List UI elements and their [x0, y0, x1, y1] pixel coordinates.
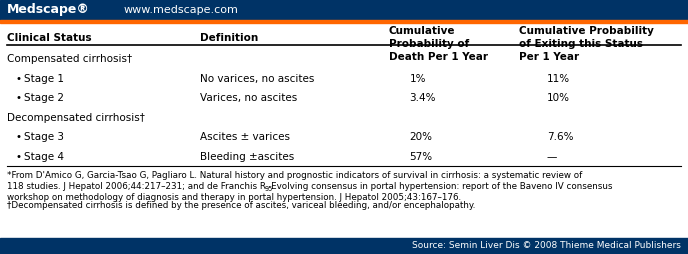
Text: Varices, no ascites: Varices, no ascites: [200, 93, 297, 103]
Text: †Decompensated cirrhosis is defined by the presence of ascites, variceal bleedin: †Decompensated cirrhosis is defined by t…: [7, 201, 475, 210]
Text: 1%: 1%: [409, 74, 426, 84]
Text: Definition: Definition: [200, 33, 258, 43]
Bar: [0, 20, 688, 23]
Text: 3.4%: 3.4%: [409, 93, 436, 103]
Text: 57%: 57%: [409, 152, 433, 162]
Text: Stage 4: Stage 4: [24, 152, 64, 162]
Text: —: —: [547, 152, 557, 162]
Text: •: •: [15, 74, 21, 84]
Text: Medscape®: Medscape®: [7, 4, 89, 17]
Text: Stage 2: Stage 2: [24, 93, 64, 103]
Bar: [0, 0, 688, 20]
Text: No varices, no ascites: No varices, no ascites: [200, 74, 314, 84]
Text: •: •: [15, 132, 21, 142]
Bar: [0, 238, 688, 254]
Text: www.medscape.com: www.medscape.com: [124, 5, 239, 15]
Text: Stage 3: Stage 3: [24, 132, 64, 142]
Text: *From D'Amico G, Garcia-Tsao G, Pagliaro L. Natural history and prognostic indic: *From D'Amico G, Garcia-Tsao G, Pagliaro…: [7, 171, 612, 202]
Text: Cumulative
Probability of
Death Per 1 Year: Cumulative Probability of Death Per 1 Ye…: [389, 26, 488, 62]
Text: Compensated cirrhosis†: Compensated cirrhosis†: [7, 54, 132, 64]
Text: Clinical Status: Clinical Status: [7, 33, 92, 43]
Text: 10%: 10%: [547, 93, 570, 103]
Text: •: •: [15, 152, 21, 162]
Text: 20%: 20%: [409, 132, 432, 142]
Text: Decompensated cirrhosis†: Decompensated cirrhosis†: [7, 113, 144, 123]
Text: Source: Semin Liver Dis © 2008 Thieme Medical Publishers: Source: Semin Liver Dis © 2008 Thieme Me…: [412, 242, 681, 250]
Text: 95: 95: [265, 186, 273, 192]
Text: Bleeding ±ascites: Bleeding ±ascites: [200, 152, 294, 162]
Text: Cumulative Probability
of Exiting this Status
Per 1 Year: Cumulative Probability of Exiting this S…: [519, 26, 654, 62]
Text: 11%: 11%: [547, 74, 570, 84]
Text: Ascites ± varices: Ascites ± varices: [200, 132, 290, 142]
Text: 7.6%: 7.6%: [547, 132, 574, 142]
Text: Stage 1: Stage 1: [24, 74, 64, 84]
Text: •: •: [15, 93, 21, 103]
